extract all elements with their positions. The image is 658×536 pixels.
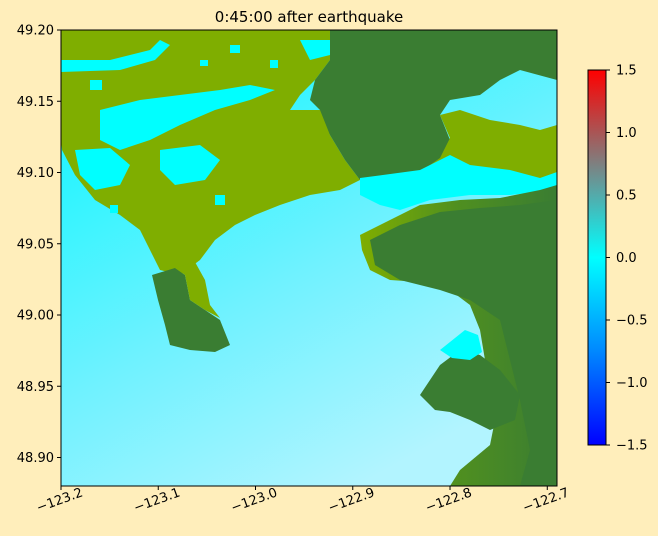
x-tick-label: −123.2: [35, 485, 85, 516]
colorbar-ticks: 1.5 1.0 0.5 0.0 −0.5 −1.0 −1.5: [606, 64, 648, 454]
y-tick-label: 49.05: [17, 237, 54, 252]
southeast-water: [440, 330, 482, 360]
colorbar-tick-label: 1.0: [616, 126, 637, 141]
y-tick-label: 48.95: [17, 380, 54, 395]
x-tick-label: −123.1: [132, 485, 182, 516]
colorbar-tick-label: 0.5: [616, 189, 637, 204]
colorbar: 1.5 1.0 0.5 0.0 −0.5 −1.0 −1.5: [587, 64, 648, 454]
y-tick-label: 49.20: [17, 24, 54, 39]
x-tick-label: −122.8: [424, 485, 474, 516]
colorbar-tick-label: −1.5: [616, 439, 648, 454]
east-upland-core: [370, 200, 557, 486]
map-area: [61, 30, 557, 486]
map-title: 0:45:00 after earthquake: [215, 8, 403, 26]
x-tick-label: −122.9: [326, 485, 376, 516]
inland-water-channel: [360, 155, 557, 210]
x-axis: −123.2 −123.1 −123.0 −122.9 −122.8 −122.7: [35, 485, 572, 516]
y-tick-label: 49.10: [17, 166, 54, 181]
colorbar-tick-label: −0.5: [616, 314, 648, 329]
colorbar-tick-label: 1.5: [616, 64, 637, 79]
colorbar-gradient: [587, 69, 607, 446]
tsawwassen-peninsula: [152, 268, 230, 352]
x-tick-label: −122.7: [521, 485, 571, 516]
y-axis: 48.90 48.95 49.00 49.05 49.10 49.15 49.20: [17, 24, 61, 466]
x-tick-label: −123.0: [229, 485, 279, 516]
southeast-peninsula: [420, 350, 520, 430]
y-tick-label: 49.15: [17, 95, 54, 110]
north-lowland: [61, 30, 360, 275]
lowland-channels: [61, 40, 330, 213]
y-tick-label: 49.00: [17, 309, 54, 324]
colorbar-tick-label: 0.0: [616, 251, 637, 266]
y-tick-label: 48.90: [17, 451, 54, 466]
colorbar-tick-label: −1.0: [616, 376, 648, 391]
tsawwassen-shore: [175, 262, 220, 318]
northeast-upland: [310, 30, 557, 180]
map-frame: [60, 29, 558, 487]
